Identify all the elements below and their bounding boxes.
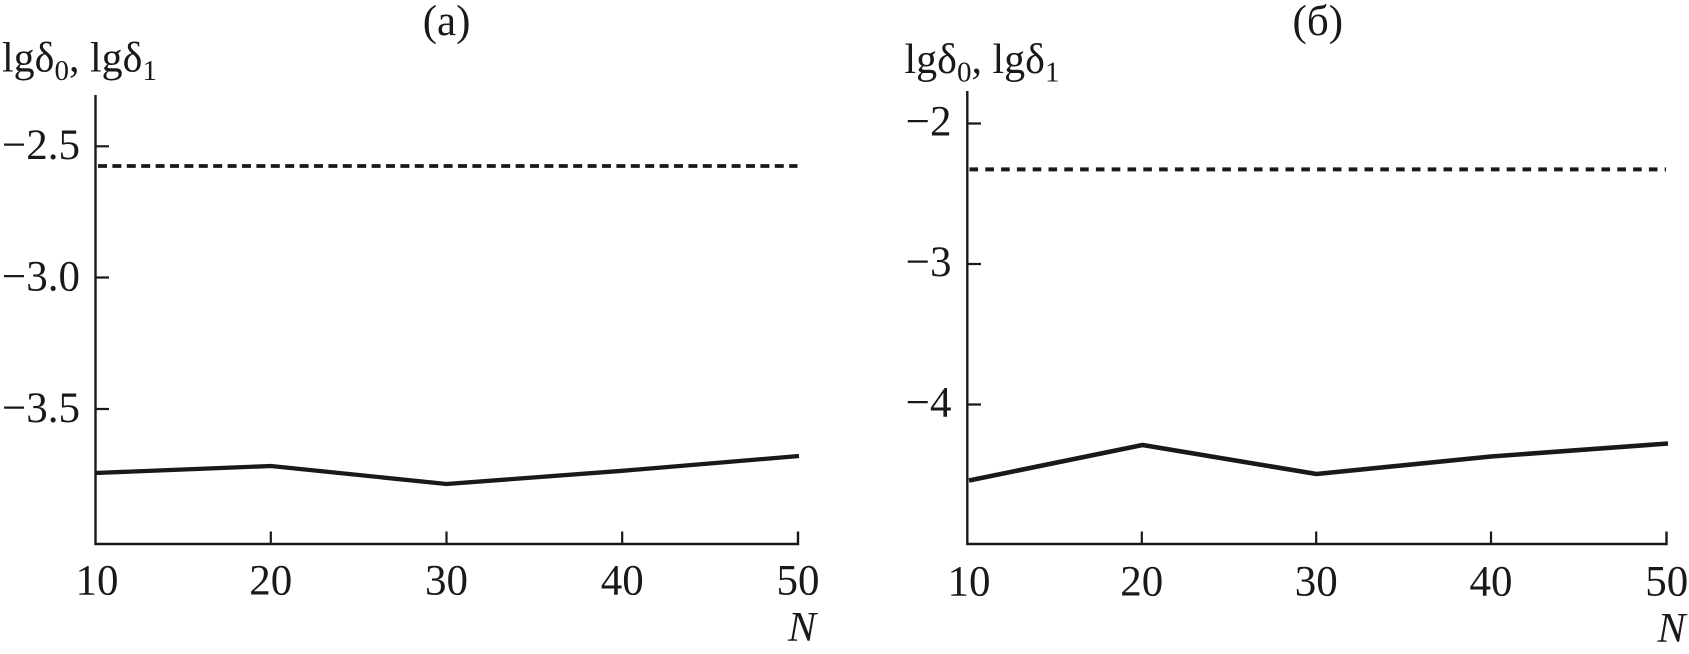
svg-text:−3.5: −3.5	[2, 385, 80, 432]
svg-text:40: 40	[1470, 559, 1513, 606]
svg-text:30: 30	[1295, 559, 1338, 606]
svg-text:lgδ0, lgδ1: lgδ0, lgδ1	[905, 37, 1060, 89]
svg-text:(а): (а)	[423, 0, 471, 45]
svg-text:40: 40	[601, 557, 644, 604]
svg-text:−3: −3	[906, 239, 952, 286]
svg-text:50: 50	[1645, 559, 1688, 606]
svg-text:20: 20	[1120, 559, 1163, 606]
svg-text:50: 50	[777, 557, 820, 604]
svg-text:lgδ0, lgδ1: lgδ0, lgδ1	[2, 36, 157, 88]
svg-text:N: N	[787, 605, 818, 651]
svg-text:(б): (б)	[1293, 0, 1344, 45]
svg-text:N: N	[1656, 606, 1687, 652]
svg-text:−4: −4	[906, 380, 952, 427]
svg-text:20: 20	[249, 557, 292, 604]
svg-text:10: 10	[948, 559, 991, 606]
svg-text:10: 10	[76, 557, 119, 604]
svg-text:30: 30	[425, 557, 468, 604]
svg-text:−3.0: −3.0	[2, 254, 80, 301]
svg-text:−2.5: −2.5	[2, 122, 80, 169]
svg-text:−2: −2	[906, 99, 952, 146]
